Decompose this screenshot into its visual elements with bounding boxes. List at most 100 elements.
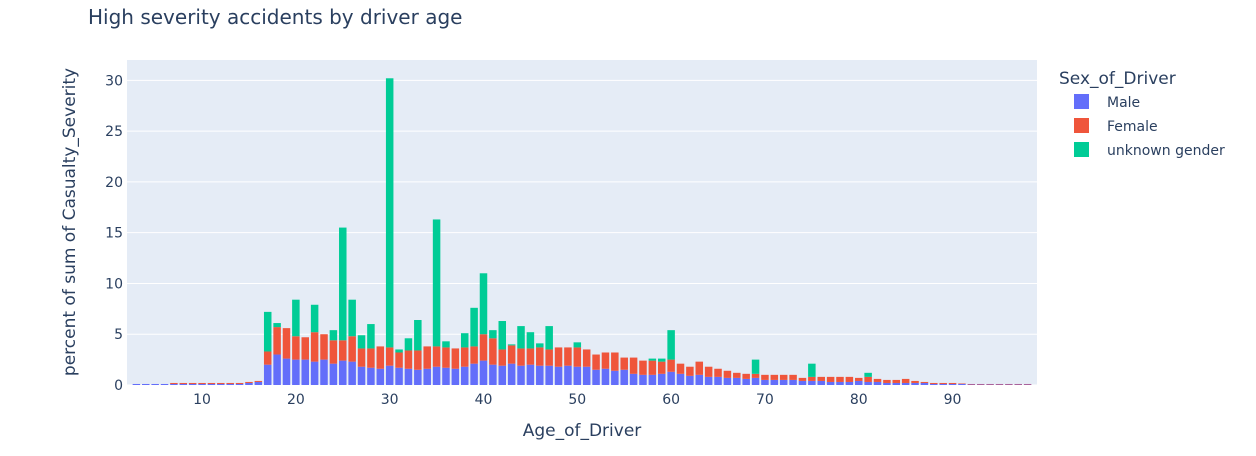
x-tick-label: 20 [287, 392, 305, 408]
x-tick-label: 70 [756, 392, 774, 408]
bar-male-age-37 [451, 368, 460, 385]
bar-male-age-4 [142, 383, 150, 385]
bar-unknown-gender-age-43 [507, 344, 516, 346]
bar-male-age-56 [629, 373, 638, 385]
bar-male-age-69 [751, 377, 760, 385]
bar-unknown-gender-age-27 [357, 335, 366, 349]
bar-male-age-91 [958, 383, 966, 385]
bar-unknown-gender-age-45 [526, 332, 535, 349]
bar-female-age-14 [235, 382, 244, 384]
bar-female-age-58 [648, 360, 657, 375]
y-tick-label: 15 [105, 226, 123, 242]
bar-male-age-90 [948, 383, 957, 385]
bar-male-age-97 [1014, 384, 1022, 385]
bar-female-age-33 [414, 350, 422, 370]
bar-female-age-40 [479, 334, 488, 361]
bar-unknown-gender-age-32 [404, 338, 413, 351]
bar-female-age-28 [367, 348, 375, 368]
bar-female-age-38 [460, 347, 469, 367]
bar-male-age-51 [582, 366, 591, 385]
legend-label: unknown gender [1107, 143, 1225, 159]
bar-male-age-32 [404, 368, 413, 385]
bar-male-age-18 [273, 354, 281, 385]
bar-male-age-48 [554, 366, 563, 385]
bar-male-age-62 [686, 375, 694, 385]
bar-unknown-gender-age-44 [517, 326, 525, 349]
y-tick-label: 30 [105, 73, 123, 89]
bar-female-age-96 [1005, 383, 1013, 385]
bar-unknown-gender-age-40 [479, 273, 488, 335]
bar-unknown-gender-age-33 [414, 320, 422, 351]
bar-female-age-78 [836, 376, 844, 382]
bar-unknown-gender-age-50 [573, 342, 582, 348]
bar-female-age-27 [357, 348, 366, 367]
bar-female-age-51 [582, 349, 591, 367]
bar-female-age-74 [798, 377, 807, 381]
bar-female-age-45 [526, 348, 535, 365]
bar-male-age-35 [432, 366, 441, 385]
bar-female-age-65 [714, 368, 722, 377]
bar-unknown-gender-age-18 [273, 323, 281, 328]
bar-male-age-66 [723, 377, 732, 385]
bar-female-age-36 [442, 347, 450, 368]
bar-female-age-11 [207, 382, 216, 384]
bar-unknown-gender-age-58 [648, 358, 657, 361]
bar-female-age-66 [723, 370, 732, 378]
bar-female-age-60 [667, 359, 675, 372]
bar-male-age-21 [301, 359, 309, 385]
legend-items: Male Female unknown gender [1074, 94, 1225, 159]
bar-female-age-7 [170, 382, 178, 384]
bar-male-age-81 [864, 381, 872, 385]
bar-unknown-gender-age-46 [536, 343, 544, 348]
x-tick-label: 40 [475, 392, 493, 408]
bar-female-age-59 [657, 361, 666, 374]
bar-male-age-22 [310, 361, 319, 385]
y-tick-label: 5 [114, 327, 123, 343]
bar-female-age-95 [995, 383, 1004, 385]
bar-female-age-77 [826, 376, 835, 382]
bar-female-age-88 [930, 382, 938, 384]
bar-female-age-64 [704, 366, 713, 377]
bar-female-age-9 [188, 382, 197, 384]
bar-male-age-95 [995, 384, 1004, 385]
x-tick-label: 50 [568, 392, 586, 408]
bar-female-age-81 [864, 376, 872, 382]
legend-label: Female [1107, 119, 1158, 135]
bar-female-age-53 [601, 352, 610, 369]
bar-female-age-23 [320, 334, 328, 360]
legend-swatch [1074, 94, 1089, 109]
bar-female-age-15 [245, 381, 253, 383]
bar-female-age-48 [554, 347, 563, 367]
bar-female-age-26 [348, 336, 356, 362]
bar-male-age-24 [329, 363, 338, 385]
bar-male-age-71 [770, 379, 779, 385]
bar-female-age-41 [489, 338, 497, 365]
bar-male-age-86 [911, 382, 919, 385]
bar-unknown-gender-age-39 [470, 307, 478, 347]
bar-unknown-gender-age-31 [395, 349, 403, 353]
bar-male-age-64 [704, 376, 713, 385]
bar-unknown-gender-age-69 [751, 359, 760, 374]
bar-unknown-gender-age-81 [864, 372, 872, 377]
x-tick-labels: 10 20 30 40 50 60 70 80 90 [193, 392, 961, 408]
bar-male-age-15 [245, 382, 253, 385]
y-tick-labels: 0 5 10 15 20 25 30 [105, 73, 123, 394]
bar-female-age-98 [1023, 383, 1032, 385]
x-axis-title: Age_of_Driver [523, 421, 642, 441]
bar-male-age-27 [357, 366, 366, 385]
bar-unknown-gender-age-41 [489, 330, 497, 339]
bar-male-age-54 [611, 370, 619, 385]
bar-male-age-26 [348, 361, 356, 385]
bar-female-age-39 [470, 346, 478, 364]
bar-female-age-42 [498, 349, 507, 366]
bar-male-age-3 [132, 383, 141, 385]
bar-female-age-13 [226, 382, 234, 384]
bar-female-age-93 [976, 383, 985, 385]
bar-female-age-72 [779, 374, 788, 380]
bar-male-age-77 [826, 381, 835, 385]
bar-male-age-34 [423, 368, 431, 385]
bar-male-age-19 [282, 358, 291, 385]
bar-male-age-8 [179, 383, 188, 385]
bar-male-age-13 [226, 383, 234, 385]
